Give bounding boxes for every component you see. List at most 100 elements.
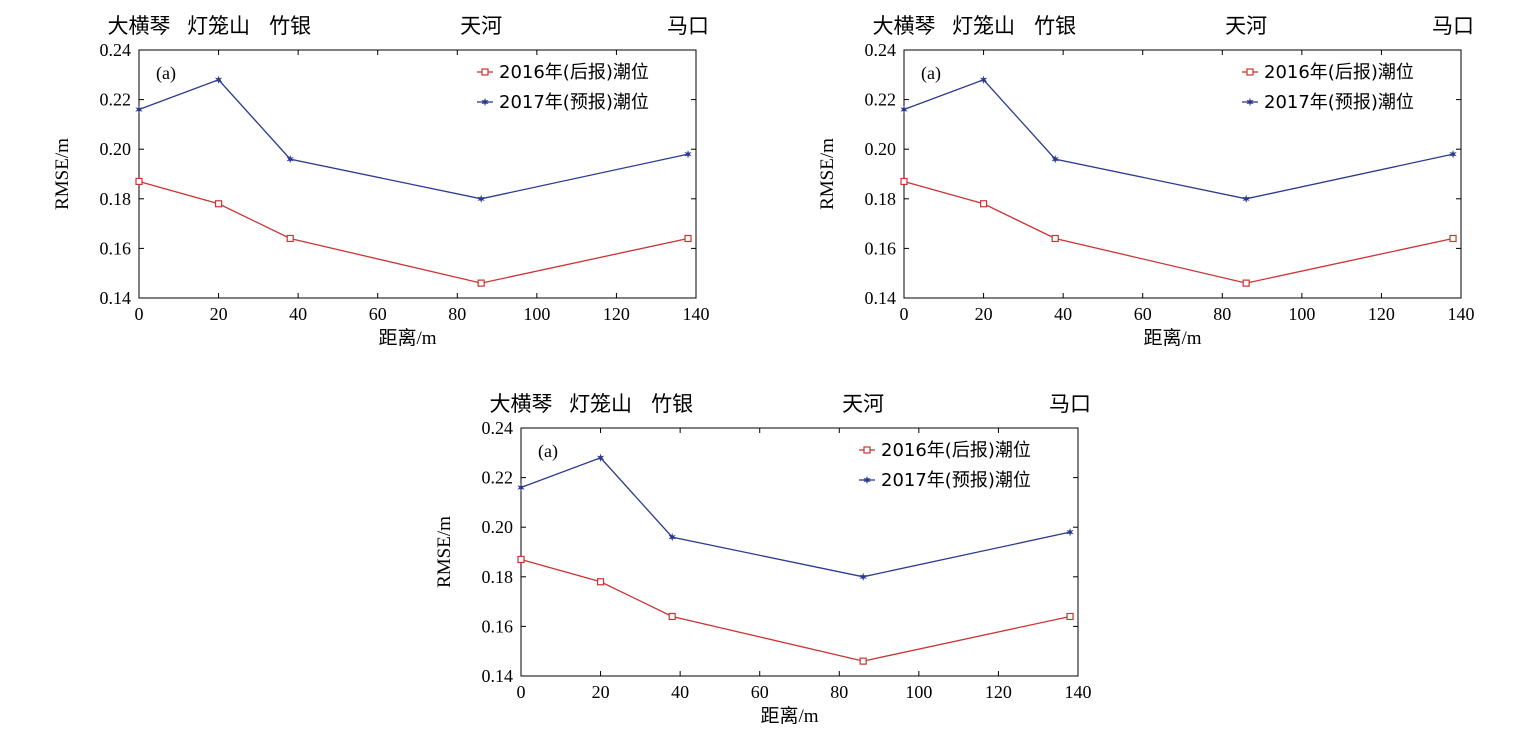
legend-marker-star (1246, 97, 1254, 107)
chart-panel-top-right: 0 20 40 60 80 100 120 140 0.14 0.16 0.18 0.20 0.22 0.… (817, 14, 1475, 349)
data-point-2017 (979, 75, 988, 84)
data-point-2017 (1051, 154, 1059, 164)
x-tick-label: 60 (751, 682, 769, 702)
legend-entry: 2017年(预报)潮位 (1264, 92, 1414, 113)
x-tick-label: 100 (905, 682, 932, 702)
panel-label: (a) (538, 441, 558, 462)
x-tick-label: 60 (369, 304, 387, 324)
station-label: 马口 (1049, 392, 1091, 416)
chart-panel-bottom: 0 20 40 60 80 100 120 140 0.14 0.16 0.18 0.20 0.22 0.… (434, 392, 1092, 727)
y-tick-label: 0.18 (865, 189, 897, 209)
data-point-2017 (1242, 194, 1250, 203)
y-axis-title: RMSE/m (434, 516, 455, 588)
x-tick-label: 40 (671, 682, 689, 702)
data-point-2016 (1242, 279, 1250, 287)
data-point-2016 (477, 279, 485, 287)
chart-panel-top-left: 0 20 40 60 80 100 120 140 0.14 0.16 0.18 0.20 0.22 0.… (52, 14, 710, 349)
x-tick-label: 20 (592, 682, 610, 702)
x-tick-label: 40 (1054, 304, 1072, 324)
y-tick-label: 0.18 (482, 567, 514, 587)
x-tick-label: 120 (1368, 304, 1395, 324)
legend-entry: 2016年(后报)潮位 (499, 62, 649, 83)
y-tick-label: 0.22 (865, 90, 897, 110)
data-point-2016 (517, 555, 525, 564)
x-axis-title: 距离/m (1143, 327, 1201, 349)
data-point-2016 (668, 612, 676, 621)
x-tick-label: 80 (1213, 304, 1231, 324)
legend-marker-star (481, 97, 489, 107)
y-tick-label: 0.16 (482, 616, 514, 636)
legend-marker-square (1246, 68, 1254, 76)
x-tick-label: 80 (830, 682, 848, 702)
x-tick-label: 0 (517, 682, 526, 702)
x-tick-label: 140 (1448, 304, 1475, 324)
station-label: 大横琴 (873, 14, 936, 38)
y-tick-label: 0.16 (865, 238, 897, 258)
x-tick-label: 0 (900, 304, 909, 324)
y-tick-label: 0.24 (865, 40, 897, 60)
data-point-2016 (1066, 612, 1074, 621)
station-label: 竹银 (651, 392, 693, 416)
legend-entry: 2017年(预报)潮位 (881, 470, 1031, 491)
data-point-2017 (668, 532, 676, 542)
y-tick-label: 0.20 (865, 139, 897, 159)
panel-label: (a) (156, 63, 176, 84)
x-axis-title: 距离/m (378, 327, 436, 349)
y-tick-label: 0.14 (482, 666, 514, 686)
station-label: 大横琴 (490, 392, 553, 416)
data-point-2017 (214, 75, 223, 84)
panel-label: (a) (921, 63, 941, 84)
y-tick-label: 0.18 (100, 189, 132, 209)
y-tick-label: 0.22 (482, 468, 514, 488)
y-tick-label: 0.14 (865, 288, 897, 308)
data-point-2017 (1449, 149, 1457, 159)
data-point-2017 (477, 194, 485, 203)
legend-entry: 2017年(预报)潮位 (499, 92, 649, 113)
station-label: 竹银 (269, 14, 311, 38)
data-point-2017 (596, 453, 605, 462)
data-point-2017 (900, 105, 908, 114)
data-point-2016 (900, 177, 908, 186)
x-tick-label: 140 (683, 304, 710, 324)
y-tick-label: 0.24 (100, 40, 132, 60)
y-tick-label: 0.24 (482, 418, 514, 438)
x-tick-label: 100 (523, 304, 550, 324)
data-point-2016 (859, 657, 867, 665)
y-axis-title: RMSE/m (52, 138, 73, 210)
data-point-2016 (214, 200, 223, 208)
data-point-2017 (135, 105, 143, 114)
plot-frame (138, 49, 697, 299)
station-label: 天河 (842, 392, 884, 416)
y-tick-label: 0.16 (100, 238, 132, 258)
y-tick-label: 0.14 (100, 288, 132, 308)
station-label: 马口 (667, 14, 709, 38)
legend-marker-square (863, 446, 871, 454)
y-tick-label: 0.20 (100, 139, 132, 159)
data-point-2016 (596, 578, 605, 586)
x-tick-label: 20 (210, 304, 228, 324)
x-axis-title: 距离/m (760, 705, 818, 727)
legend-marker-star (863, 475, 871, 485)
station-label: 大横琴 (108, 14, 171, 38)
data-point-2017 (286, 154, 294, 164)
data-point-2016 (684, 234, 692, 243)
x-tick-label: 100 (1288, 304, 1315, 324)
y-axis-title: RMSE/m (817, 138, 838, 210)
station-label: 灯笼山 (952, 14, 1015, 38)
station-label: 灯笼山 (569, 392, 632, 416)
x-tick-label: 140 (1065, 682, 1092, 702)
station-label: 灯笼山 (187, 14, 250, 38)
data-point-2016 (1449, 234, 1457, 243)
station-label: 天河 (460, 14, 502, 38)
x-tick-label: 60 (1134, 304, 1152, 324)
legend-marker-square (481, 68, 489, 76)
x-tick-label: 20 (975, 304, 993, 324)
x-tick-label: 40 (289, 304, 307, 324)
plot-frame (903, 49, 1462, 299)
x-tick-label: 120 (985, 682, 1012, 702)
y-tick-label: 0.22 (100, 90, 132, 110)
series-line-1 (520, 558, 1071, 662)
station-label: 竹银 (1034, 14, 1076, 38)
x-tick-label: 0 (135, 304, 144, 324)
series-line-1 (138, 180, 689, 284)
